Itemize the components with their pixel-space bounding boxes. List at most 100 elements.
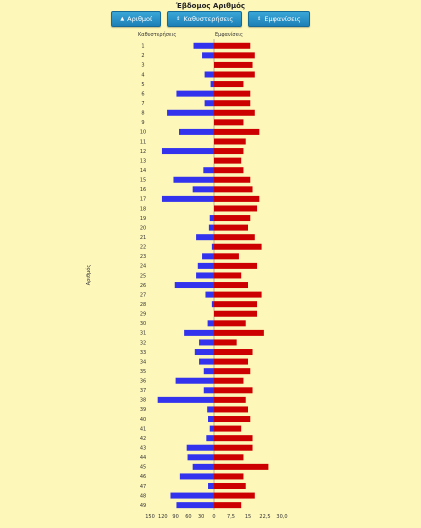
delay-bar bbox=[167, 109, 214, 116]
category-label: 16 bbox=[140, 187, 146, 193]
delay-bar bbox=[175, 377, 214, 384]
appearance-bar bbox=[214, 425, 242, 432]
sort-by-delays-label: Καθυστερήσεις bbox=[183, 15, 234, 23]
delay-bar bbox=[210, 81, 214, 88]
category-label: 33 bbox=[140, 350, 146, 356]
category-label: 40 bbox=[140, 417, 146, 423]
category-label: 23 bbox=[140, 254, 146, 260]
delay-bar bbox=[192, 186, 214, 193]
appearance-bar bbox=[214, 291, 262, 298]
category-label: 26 bbox=[140, 283, 146, 289]
delay-bar bbox=[211, 243, 214, 250]
appearance-bar bbox=[214, 444, 253, 451]
left-tick-label: 90 bbox=[172, 514, 178, 520]
sort-icon: ⇕ bbox=[257, 16, 262, 22]
appearance-bar bbox=[214, 148, 244, 155]
category-label: 37 bbox=[140, 388, 146, 394]
delay-bar bbox=[161, 195, 214, 202]
appearance-bar bbox=[214, 234, 255, 241]
delay-bar bbox=[170, 492, 214, 499]
appearance-bar bbox=[214, 492, 255, 499]
category-label: 13 bbox=[140, 158, 146, 164]
category-label: 36 bbox=[140, 379, 146, 385]
delay-bar bbox=[209, 425, 214, 432]
category-label: 32 bbox=[140, 340, 146, 346]
delay-bar bbox=[179, 473, 214, 480]
appearance-bar bbox=[214, 138, 246, 145]
category-label: 45 bbox=[140, 465, 146, 471]
delay-bar bbox=[179, 128, 214, 135]
appearance-bar bbox=[214, 61, 253, 68]
right-tick-label: 22,5 bbox=[259, 514, 270, 520]
sort-by-number-button[interactable]: ▲ Αριθμοί bbox=[111, 11, 162, 27]
category-label: 39 bbox=[140, 407, 146, 413]
category-label: 38 bbox=[140, 398, 146, 404]
delay-bar bbox=[204, 71, 214, 78]
sort-by-delays-button[interactable]: ⇕ Καθυστερήσεις bbox=[167, 11, 243, 27]
chart-title: Έβδομος Αριθμός bbox=[175, 2, 246, 10]
appearance-bar bbox=[214, 329, 264, 336]
category-label: 24 bbox=[140, 264, 146, 270]
appearance-bar bbox=[214, 90, 251, 97]
delay-bar bbox=[208, 416, 214, 423]
delay-bar bbox=[196, 234, 214, 241]
category-label: 3 bbox=[141, 63, 144, 69]
category-label: 4 bbox=[141, 72, 144, 78]
delay-bar bbox=[204, 100, 214, 107]
appearance-bar bbox=[214, 310, 258, 317]
category-label: 31 bbox=[140, 331, 146, 337]
delay-bar bbox=[196, 272, 214, 279]
delay-bar bbox=[176, 502, 214, 509]
delay-bar bbox=[192, 463, 214, 470]
delay-bar bbox=[203, 167, 214, 174]
delay-bar bbox=[184, 329, 214, 336]
category-label: 41 bbox=[140, 426, 146, 432]
category-label: 20 bbox=[140, 225, 146, 231]
category-label: 19 bbox=[140, 216, 146, 222]
appearance-bar bbox=[214, 215, 251, 222]
right-tick-label: 30,0 bbox=[276, 514, 287, 520]
appearance-bar bbox=[214, 416, 251, 423]
sort-icon: ⇕ bbox=[176, 16, 181, 22]
left-tick-label: 60 bbox=[185, 514, 191, 520]
appearance-bar bbox=[214, 473, 244, 480]
category-label: 35 bbox=[140, 369, 146, 375]
right-tick-label: 7,5 bbox=[227, 514, 235, 520]
category-label: 6 bbox=[141, 91, 144, 97]
sort-by-number-label: Αριθμοί bbox=[127, 15, 153, 23]
category-label: 1 bbox=[141, 44, 144, 50]
category-label: 18 bbox=[140, 206, 146, 212]
appearance-bar bbox=[214, 320, 246, 327]
appearance-bar bbox=[214, 301, 258, 308]
category-label: 17 bbox=[140, 197, 146, 203]
appearance-bar bbox=[214, 100, 251, 107]
delay-bar bbox=[199, 358, 214, 365]
appearance-bar bbox=[214, 483, 246, 490]
appearance-bar bbox=[214, 167, 244, 174]
appearance-bar bbox=[214, 339, 237, 346]
appearance-bar bbox=[214, 128, 260, 135]
appearance-bar bbox=[214, 157, 242, 164]
category-label: 28 bbox=[140, 302, 146, 308]
delay-bar bbox=[199, 339, 214, 346]
category-label: 11 bbox=[140, 139, 146, 145]
appearance-bar bbox=[214, 349, 253, 356]
category-label: 29 bbox=[140, 312, 146, 318]
appearance-bar bbox=[214, 377, 244, 384]
delay-bar bbox=[206, 435, 214, 442]
sort-toolbar: ▲ Αριθμοί ⇕ Καθυστερήσεις ⇕ Εμφανίσεις bbox=[0, 11, 421, 27]
category-label: 43 bbox=[140, 446, 146, 452]
appearance-bar bbox=[214, 52, 255, 59]
sort-by-appearances-button[interactable]: ⇕ Εμφανίσεις bbox=[248, 11, 310, 27]
category-label: 22 bbox=[140, 245, 146, 251]
category-label: 7 bbox=[141, 101, 144, 107]
appearance-bar bbox=[214, 109, 255, 116]
appearance-bar bbox=[214, 396, 246, 403]
delay-bar bbox=[207, 320, 214, 327]
delay-bar bbox=[211, 301, 214, 308]
appearance-bar bbox=[214, 502, 242, 509]
delay-bar bbox=[208, 483, 214, 490]
sort-up-icon: ▲ bbox=[120, 16, 125, 22]
delay-bar bbox=[187, 454, 214, 461]
